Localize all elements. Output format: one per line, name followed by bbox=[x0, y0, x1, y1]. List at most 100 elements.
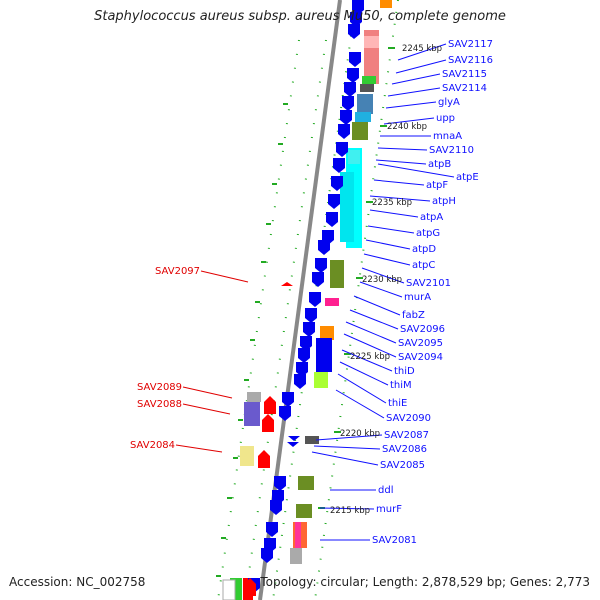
label-leader-line bbox=[395, 59, 447, 74]
scale-label: 2245 kbp bbox=[402, 44, 442, 54]
genome-info-text: Topology: circular; Length: 2,878,529 bp… bbox=[260, 575, 590, 589]
gene-label-thiE: thiE bbox=[388, 398, 407, 409]
label-leader-line bbox=[373, 179, 425, 186]
gene-arrow bbox=[279, 406, 291, 421]
gene-label-atpF: atpF bbox=[426, 180, 448, 191]
gene-label-SAV2096: SAV2096 bbox=[400, 324, 445, 335]
gene-label-SAV2090: SAV2090 bbox=[386, 413, 431, 424]
gene-label-glyA: glyA bbox=[438, 97, 460, 108]
gene-label-SAV2114: SAV2114 bbox=[442, 83, 487, 94]
gene-label-SAV2095: SAV2095 bbox=[398, 338, 443, 349]
gene-label-SAV2086: SAV2086 bbox=[382, 444, 427, 455]
red-arrows[interactable] bbox=[244, 282, 293, 596]
label-leader-line bbox=[361, 267, 405, 284]
gene-arrow bbox=[296, 362, 308, 377]
red-gene-arrow bbox=[281, 282, 293, 286]
label-leader-line bbox=[311, 451, 379, 466]
label-leader-line bbox=[182, 386, 233, 399]
label-leader-line bbox=[345, 321, 397, 344]
label-leader-line bbox=[367, 225, 415, 234]
scale-label: 2215 kbp bbox=[330, 506, 370, 516]
label-leader-line bbox=[369, 209, 419, 218]
gene-arrow bbox=[347, 68, 359, 83]
gene-label-SAV2084: SAV2084 bbox=[130, 440, 175, 451]
label-leader-line bbox=[175, 444, 223, 453]
label-leader-line bbox=[335, 389, 385, 419]
red-gene-arrow bbox=[258, 450, 270, 468]
gene-arrow bbox=[298, 348, 310, 363]
label-leader-line bbox=[313, 445, 381, 450]
scale-label: 2220 kbp bbox=[340, 429, 380, 439]
gene-arrow bbox=[288, 436, 300, 441]
gene-arrow bbox=[287, 442, 299, 447]
label-leader-line bbox=[353, 295, 401, 316]
label-leader-line bbox=[383, 117, 435, 125]
labels: 2245 kbp 2240 kbp 2235 kbp 2230 kbp 2225 kbp… bbox=[130, 39, 493, 546]
label-lines-left bbox=[175, 270, 249, 453]
gene-arrow bbox=[309, 292, 321, 307]
label-leader-line bbox=[363, 253, 411, 266]
gene-label-thiM: thiM bbox=[390, 380, 412, 391]
scale-ticks bbox=[216, 47, 395, 577]
gene-label-mnaA: mnaA bbox=[433, 131, 462, 142]
red-gene-arrow bbox=[264, 396, 276, 414]
gene-arrow bbox=[336, 142, 348, 157]
gene-arrow bbox=[312, 272, 324, 287]
gene-arrow bbox=[350, 12, 362, 27]
scale-label: 2230 kbp bbox=[362, 275, 402, 285]
gene-label-fabZ: fabZ bbox=[402, 310, 425, 321]
label-leader-line bbox=[319, 507, 375, 510]
red-gene-arrow bbox=[262, 414, 274, 432]
gene-label-SAV2115: SAV2115 bbox=[442, 69, 487, 80]
gene-label-SAV2088: SAV2088 bbox=[137, 399, 182, 410]
gene-arrow bbox=[326, 212, 338, 227]
gene-arrow bbox=[352, 0, 364, 15]
gene-label-SAV2110: SAV2110 bbox=[429, 145, 474, 156]
forward-genes[interactable] bbox=[230, 0, 392, 600]
gene-arrow bbox=[315, 258, 327, 273]
reverse-genes[interactable] bbox=[222, 392, 261, 600]
label-leader-line bbox=[339, 361, 389, 386]
accession-text: Accession: NC_002758 bbox=[9, 575, 146, 589]
gene-arrow bbox=[342, 96, 354, 111]
gene-label-atpE: atpE bbox=[456, 172, 479, 183]
gene-label-SAV2117: SAV2117 bbox=[448, 39, 493, 50]
gene-arrow bbox=[333, 158, 345, 173]
gene-arrow bbox=[274, 476, 286, 491]
gene-label-atpC: atpC bbox=[412, 260, 435, 271]
gene-arrow bbox=[270, 500, 282, 515]
label-leader-line bbox=[391, 73, 441, 85]
gene-label-thiD: thiD bbox=[394, 366, 415, 377]
gene-label-atpH: atpH bbox=[432, 196, 456, 207]
gene-label-SAV2081: SAV2081 bbox=[372, 535, 417, 546]
gene-label-ddl: ddl bbox=[378, 485, 393, 496]
gene-label-SAV2094: SAV2094 bbox=[398, 352, 443, 363]
label-leader-line bbox=[369, 195, 431, 202]
label-leader-line bbox=[397, 43, 447, 61]
gene-arrows[interactable] bbox=[248, 0, 364, 593]
label-leader-line bbox=[337, 373, 387, 404]
gene-label-SAV2097: SAV2097 bbox=[155, 266, 200, 277]
label-leader-line bbox=[315, 434, 383, 441]
label-leader-line bbox=[365, 239, 411, 250]
label-leader-line bbox=[385, 101, 437, 109]
gene-label-atpB: atpB bbox=[428, 159, 451, 170]
gene-label-atpA: atpA bbox=[420, 212, 443, 223]
label-leader-line bbox=[341, 349, 393, 372]
gene-label-murF: murF bbox=[376, 504, 402, 515]
label-leader-line bbox=[377, 147, 428, 151]
gene-arrow bbox=[305, 308, 317, 323]
gene-arrow bbox=[340, 110, 352, 125]
gene-arrow bbox=[328, 194, 340, 209]
gene-label-upp: upp bbox=[436, 113, 455, 124]
gene-arrow bbox=[294, 374, 306, 389]
gene-arrow bbox=[344, 82, 356, 97]
label-leader-line bbox=[375, 159, 427, 165]
gene-label-murA: murA bbox=[404, 292, 431, 303]
scale-label: 2225 kbp bbox=[350, 352, 390, 362]
label-leader-line bbox=[200, 270, 249, 283]
gene-label-SAV2085: SAV2085 bbox=[380, 460, 425, 471]
label-leader-line bbox=[387, 87, 441, 97]
gene-arrow bbox=[318, 240, 330, 255]
